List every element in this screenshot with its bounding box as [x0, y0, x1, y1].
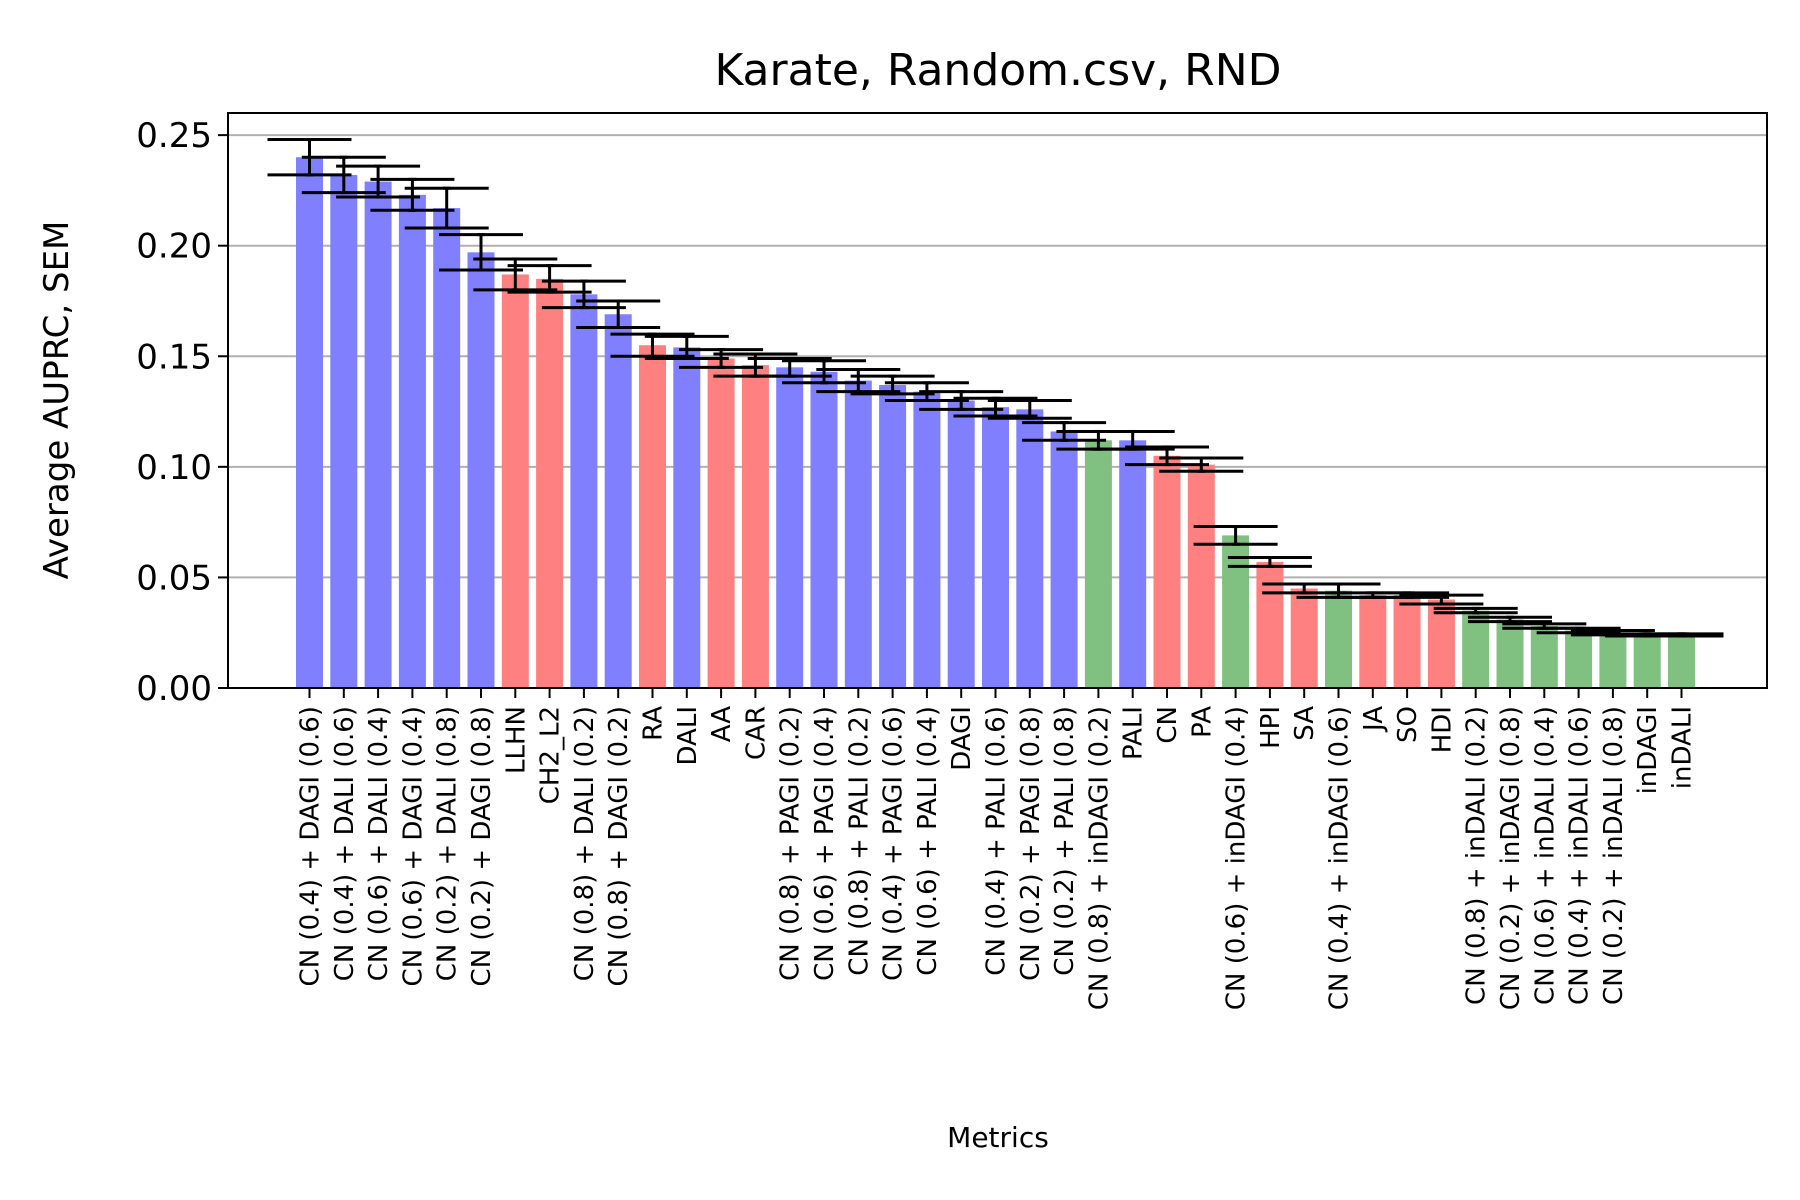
x-tick-label: PALI: [1119, 706, 1149, 760]
bar: [1565, 630, 1593, 688]
bar: [947, 400, 975, 688]
bar: [570, 294, 598, 688]
error-bars: [267, 138, 1724, 638]
bar: [1290, 588, 1318, 688]
x-tick-label: CAR: [741, 706, 771, 760]
x-tick-label: DAGI: [947, 706, 977, 771]
x-tick-label: CN (0.8) + DALI (0.2): [570, 706, 600, 981]
bar: [1462, 610, 1490, 688]
x-tick-label: JA: [1359, 706, 1389, 733]
bar: [844, 380, 872, 688]
y-tick-label: 0.05: [136, 558, 212, 598]
x-tick-label: CN (0.6) + inDALI (0.4): [1530, 706, 1560, 1005]
bar: [1050, 431, 1078, 688]
x-tick-label: CN (0.4) + PAGI (0.6): [879, 706, 909, 981]
x-tick-label: CN (0.8) + inDAGI (0.2): [1084, 706, 1114, 1010]
bar: [913, 391, 941, 688]
x-tick-label: CN (0.4) + inDALI (0.6): [1565, 706, 1595, 1005]
bar: [398, 194, 426, 689]
bar: [776, 367, 804, 688]
bar: [433, 208, 461, 688]
bar: [741, 365, 769, 688]
x-tick-label: inDAGI: [1633, 706, 1663, 794]
x-tick-label: SA: [1290, 706, 1320, 741]
bar: [810, 371, 838, 688]
bar: [1222, 535, 1250, 688]
bar: [1187, 464, 1215, 688]
bar: [467, 252, 495, 689]
x-tick-label: CN (0.2) + PALI (0.8): [1050, 706, 1080, 976]
bar: [879, 385, 907, 688]
chart-title: Karate, Random.csv, RND: [714, 45, 1281, 96]
x-tick-label: AA: [707, 706, 737, 743]
bar: [1633, 634, 1661, 688]
x-tick-label: inDALI: [1668, 706, 1698, 789]
x-tick-label: CN: [1153, 706, 1183, 744]
x-tick-label: RA: [639, 706, 669, 741]
bar: [364, 181, 392, 689]
bar: [707, 358, 735, 688]
x-tick-label: CN (0.6) + PAGI (0.4): [810, 706, 840, 981]
x-tick-label: CN (0.4) + DALI (0.6): [330, 706, 360, 981]
bars: [296, 157, 1695, 689]
x-axis-ticks: CN (0.4) + DAGI (0.6) CN (0.4) + DALI (0.…: [296, 688, 1698, 1010]
x-tick-label: CN (0.4) + inDAGI (0.6): [1325, 706, 1355, 1010]
bar: [1668, 634, 1695, 688]
x-tick-label: HPI: [1256, 706, 1286, 749]
x-tick-label: CN (0.8) + PAGI (0.2): [776, 706, 806, 981]
y-tick-label: 0.15: [136, 337, 212, 377]
bar: [1359, 595, 1387, 688]
y-tick-label: 0.25: [136, 116, 212, 156]
x-tick-label: DALI: [673, 706, 703, 766]
x-tick-label: CN (0.6) + DAGI (0.4): [398, 706, 428, 986]
x-tick-label: PA: [1187, 706, 1217, 738]
bar: [296, 157, 323, 688]
y-tick-label: 0.10: [136, 448, 212, 488]
x-tick-label: CN (0.8) + PALI (0.2): [844, 706, 874, 976]
x-tick-label: SO: [1393, 706, 1423, 743]
bar: [982, 407, 1009, 688]
x-tick-label: CH2_L2: [536, 706, 566, 804]
x-axis-label: Metrics: [947, 1121, 1049, 1154]
y-axis-ticks: 0.00 0.05 0.10 0.15 0.20 0.25: [136, 116, 228, 709]
bar: [1084, 440, 1112, 688]
bar: [1393, 595, 1421, 688]
bar: [1496, 619, 1524, 688]
bar: [1016, 409, 1044, 688]
x-tick-label: CN (0.2) + DAGI (0.8): [467, 706, 497, 986]
y-tick-label: 0.00: [136, 669, 212, 709]
x-tick-label: CN (0.6) + DALI (0.4): [364, 706, 394, 981]
bar: [673, 347, 701, 688]
bar: [639, 345, 666, 688]
x-tick-label: CN (0.4) + PALI (0.6): [982, 706, 1012, 976]
x-tick-label: HDI: [1427, 706, 1457, 753]
plot-frame: [227, 112, 1768, 689]
x-tick-label: CN (0.2) + DALI (0.8): [433, 706, 463, 981]
x-tick-label: CN (0.2) + inDALI (0.8): [1599, 706, 1629, 1005]
x-tick-label: LLHN: [501, 706, 531, 774]
bar: [330, 174, 358, 688]
x-tick-label: CN (0.8) + DAGI (0.2): [604, 706, 634, 986]
bar: [501, 274, 529, 688]
x-tick-label: CN (0.6) + PALI (0.4): [913, 706, 943, 976]
x-tick-label: CN (0.8) + inDALI (0.2): [1462, 706, 1492, 1005]
x-tick-label: CN (0.2) + inDAGI (0.8): [1496, 706, 1526, 1010]
bar: [1325, 590, 1352, 688]
bar: [1119, 440, 1147, 688]
x-tick-label: CN (0.4) + DAGI (0.6): [296, 706, 326, 986]
y-axis-label: Average AUPRC, SEM: [37, 221, 77, 580]
bar: [1153, 455, 1181, 688]
x-tick-label: CN (0.2) + PAGI (0.8): [1016, 706, 1046, 981]
bar: [604, 314, 632, 688]
bar: [536, 278, 564, 688]
y-tick-label: 0.20: [136, 227, 212, 267]
bar: [1530, 626, 1558, 688]
x-tick-label: CN (0.6) + inDAGI (0.4): [1222, 706, 1252, 1010]
bar: [1599, 632, 1627, 688]
bar: [1256, 561, 1284, 688]
